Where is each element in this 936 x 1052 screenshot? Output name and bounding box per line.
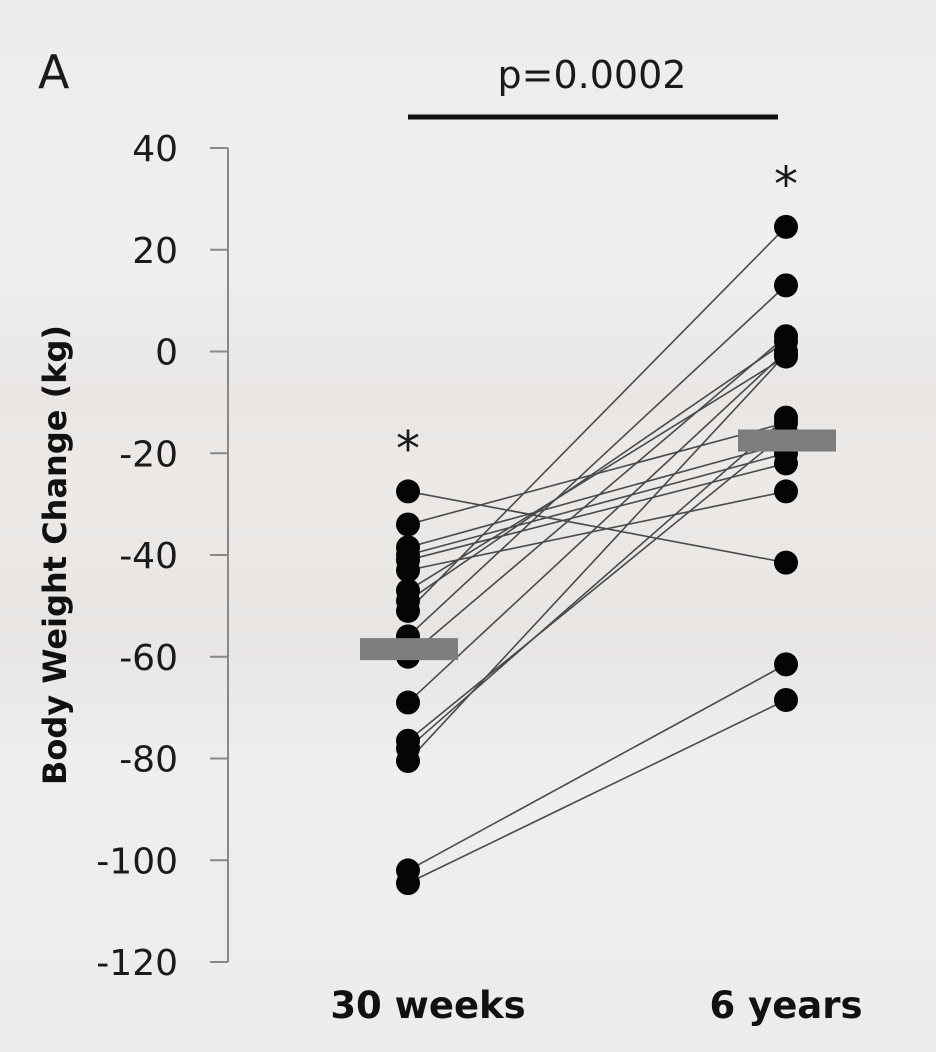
y-tick-label: 20 [132,231,178,272]
y-tick-label: -80 [119,740,178,781]
data-point [774,550,798,575]
paired-line [407,663,787,872]
paired-line [407,432,787,742]
paired-line [407,353,787,762]
paired-line [407,699,787,884]
y-tick-label: 40 [132,129,178,170]
x-category-label: 6 years [709,984,862,1027]
data-point [774,652,798,677]
y-tick-label: -100 [96,841,178,882]
y-ticks: 40 20 0 -20 -40 -60 -80 -100 -120 [96,129,228,984]
y-tick-label: -40 [119,536,178,577]
y-tick-label: -120 [96,943,178,984]
data-point [396,558,420,583]
y-tick-label: -60 [119,638,178,679]
mean-bars [360,429,836,661]
mean-bar [738,429,836,452]
paired-line [407,462,787,561]
significance-star: * [774,157,798,213]
data-point [774,687,798,712]
paired-line [407,452,787,556]
paired-line [407,355,787,592]
data-point [396,871,420,896]
mean-bar [360,638,458,661]
data-point [774,214,798,239]
significance-star: * [396,421,420,477]
paired-line [407,350,787,704]
paired-line [407,340,787,602]
significance-stars: ** [396,157,798,478]
y-axis-label: Body Weight Change (kg) [36,325,74,785]
data-point [396,479,420,504]
panel-label: A [38,45,70,99]
data-point [774,273,798,298]
paired-line [407,335,787,658]
data-point [396,749,420,774]
data-point [774,405,798,430]
data-point [396,598,420,623]
paired-line [407,284,787,637]
data-point [396,690,420,715]
paired-line [407,226,787,612]
y-tick-label: 0 [155,333,178,374]
paired-line [407,442,787,549]
p-value-label: p=0.0002 [498,53,687,97]
data-point [774,479,798,504]
y-tick-label: -20 [119,434,178,475]
data-points [396,214,798,896]
paired-lines [407,226,787,884]
data-point [774,451,798,476]
x-category-label: 30 weeks [330,984,525,1027]
data-point [396,512,420,537]
data-point [774,342,798,367]
x-categories: 30 weeks 6 years [330,984,862,1027]
